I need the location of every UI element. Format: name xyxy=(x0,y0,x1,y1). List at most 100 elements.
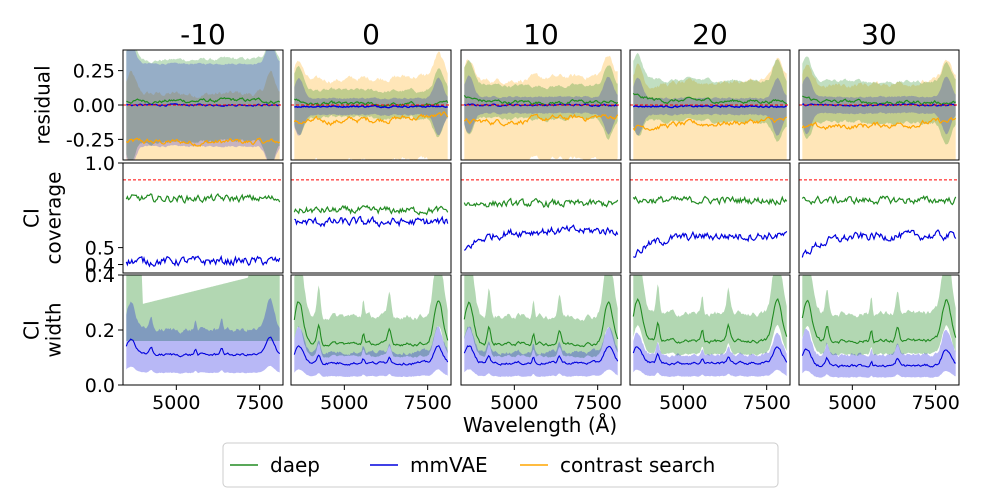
panel-frame xyxy=(290,49,452,161)
panel-frame xyxy=(290,162,452,274)
column-title: 10 xyxy=(523,18,559,51)
panel-frame xyxy=(460,49,622,161)
x-tick-label: 5000 xyxy=(320,392,368,414)
legend-label: contrast search xyxy=(560,453,715,477)
panel-frame xyxy=(290,274,452,386)
x-tick-label: 7500 xyxy=(403,392,451,414)
daep-line xyxy=(463,95,619,107)
daep-line xyxy=(463,301,619,348)
legend: daep mmVAE contrast search xyxy=(222,442,779,488)
daep-line xyxy=(293,300,449,347)
panel-residual--10 xyxy=(122,49,284,161)
row-label: residual xyxy=(31,65,55,144)
legend-label: daep xyxy=(270,453,320,477)
daep-band xyxy=(464,275,618,359)
daep-band xyxy=(802,275,956,356)
contrast-search-line xyxy=(293,111,449,127)
mmvae-line xyxy=(801,229,957,258)
panel-width-30 xyxy=(798,274,960,386)
mmvae-line xyxy=(633,230,788,258)
row-label: CI xyxy=(20,320,44,340)
y-tick-label: 0.4 xyxy=(85,265,115,287)
daep-line xyxy=(632,92,788,105)
panel-residual-20 xyxy=(629,49,791,161)
daep-band xyxy=(294,65,448,138)
x-axis-label: Wavelength (Å) xyxy=(463,413,617,437)
panel-coverage-0 xyxy=(290,162,452,274)
legend-box xyxy=(222,442,779,488)
panel-frame xyxy=(122,162,284,274)
mmvae-line xyxy=(294,104,448,109)
mmvae-line xyxy=(463,224,619,251)
x-tick-label: 7500 xyxy=(742,392,790,414)
panel-frame xyxy=(629,274,791,386)
row-label: coverage xyxy=(42,172,66,265)
panel-frame xyxy=(460,274,622,386)
contrast-search-line xyxy=(801,117,957,131)
daep-band xyxy=(802,56,956,145)
column-title: 30 xyxy=(861,18,897,51)
panels xyxy=(122,49,960,386)
column-title: 20 xyxy=(692,18,728,51)
row-label: width xyxy=(42,302,66,357)
panel-frame xyxy=(798,162,960,274)
daep-line xyxy=(801,195,957,206)
panel-residual-0 xyxy=(290,49,452,161)
mmvae-line xyxy=(125,336,281,358)
panel-residual-10 xyxy=(460,49,622,161)
mmvae-line xyxy=(632,104,787,109)
y-tick-label: 0.25 xyxy=(73,61,115,83)
daep-band xyxy=(464,60,618,140)
y-tick-label: -0.25 xyxy=(66,129,115,151)
mmvae-line xyxy=(463,345,619,366)
daep-band xyxy=(633,275,787,356)
panel-frame xyxy=(798,274,960,386)
mmvae-line xyxy=(801,348,956,368)
daep-band xyxy=(294,275,448,358)
x-tick-label: 5000 xyxy=(828,392,876,414)
mmvae-line xyxy=(125,254,281,268)
mmvae-line xyxy=(293,344,449,366)
daep-line xyxy=(632,195,788,207)
contrast-search-line xyxy=(463,113,619,127)
y-tick-label: 0.0 xyxy=(85,375,115,397)
panel-coverage-10 xyxy=(460,162,622,274)
x-tick-label: 7500 xyxy=(235,392,283,414)
panel-frame xyxy=(460,162,622,274)
contrast-search-band xyxy=(126,70,280,160)
daep-line xyxy=(632,297,788,344)
y-tick-label: 0.2 xyxy=(85,320,115,342)
daep-line xyxy=(463,197,619,209)
x-tick-label: 7500 xyxy=(573,392,621,414)
column-title: 0 xyxy=(362,18,380,51)
mmvae-line xyxy=(294,215,449,228)
panel-width-0 xyxy=(290,274,452,386)
x-ticks: 5000 7500 5000 7500 5000 7500 5000 7500 5000 7500 xyxy=(152,385,960,414)
panel-frame xyxy=(798,49,960,161)
column-title: -10 xyxy=(180,18,226,51)
daep-band xyxy=(126,275,280,341)
daep-band xyxy=(633,52,787,142)
contrast-search-band xyxy=(464,55,618,160)
contrast-search-line xyxy=(125,137,281,147)
panel-frame xyxy=(629,49,791,161)
y-tick-label: 1.0 xyxy=(85,153,115,175)
panel-coverage-20 xyxy=(629,162,791,274)
legend-label: mmVAE xyxy=(410,453,488,477)
panel-width--10 xyxy=(122,274,284,386)
contrast-search-band xyxy=(633,57,787,160)
mmvae-band xyxy=(633,332,787,377)
mmvae-line xyxy=(632,346,788,366)
panel-coverage-30 xyxy=(798,162,960,274)
y-tick-label: 0.00 xyxy=(73,95,115,117)
x-tick-label: 7500 xyxy=(911,392,959,414)
panel-frame xyxy=(629,162,791,274)
y-tick-label: 0.5 xyxy=(85,238,115,260)
x-tick-label: 5000 xyxy=(490,392,538,414)
x-tick-label: 5000 xyxy=(152,392,200,414)
daep-line xyxy=(293,204,449,216)
panel-coverage--10 xyxy=(122,162,284,274)
y-tick-label: 0.4 xyxy=(85,255,115,277)
x-tick-label: 5000 xyxy=(659,392,707,414)
